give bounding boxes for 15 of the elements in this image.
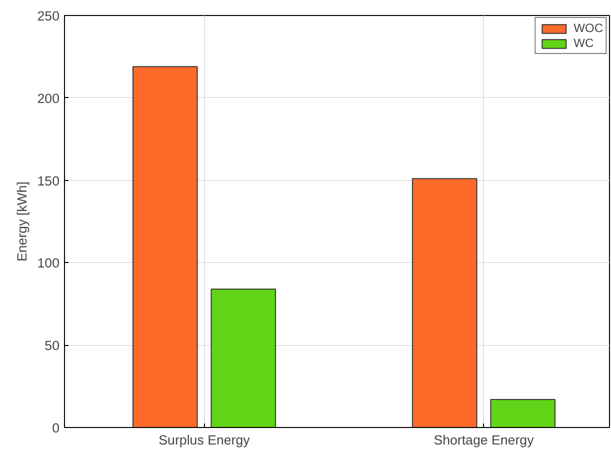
y-tick-label: 50 bbox=[44, 338, 60, 354]
legend-label: WOC bbox=[574, 21, 603, 35]
y-axis-title: Energy [kWh] bbox=[14, 181, 30, 262]
x-tick-label: Shortage Energy bbox=[434, 432, 534, 448]
y-tick-label: 250 bbox=[37, 8, 60, 24]
y-tick-label: 150 bbox=[37, 173, 60, 188]
y-tick-label: 0 bbox=[52, 420, 60, 436]
bar bbox=[490, 398, 556, 428]
bar bbox=[132, 66, 198, 428]
bar bbox=[210, 288, 276, 428]
bar bbox=[412, 178, 478, 428]
y-tick-label: 200 bbox=[37, 90, 60, 106]
legend-label: WC bbox=[574, 36, 594, 50]
y-tick-label: 100 bbox=[37, 256, 60, 271]
x-tick-label: Surplus Energy bbox=[158, 432, 250, 448]
